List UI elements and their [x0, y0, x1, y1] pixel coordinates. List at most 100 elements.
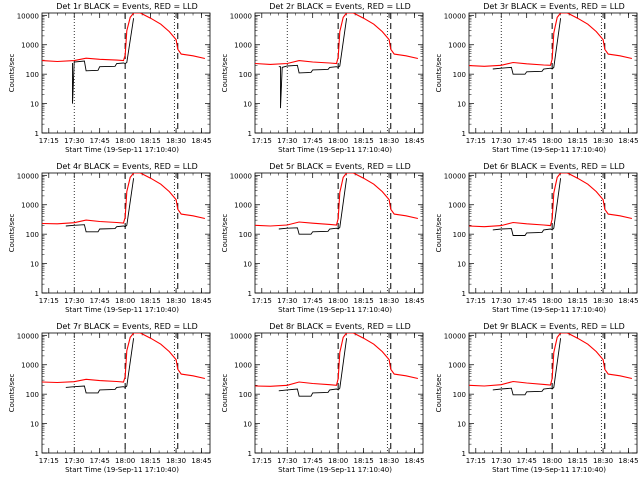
x-axis-label: Start Time (19-Sep-11 17:10:40)	[492, 306, 606, 314]
y-tick-label: 10	[243, 261, 252, 269]
panel-title: Det 6r BLACK = Events, RED = LLD	[483, 162, 625, 171]
y-tick-label: 10000	[444, 332, 466, 340]
y-axis-label: Counts/sec	[8, 54, 16, 93]
y-tick-label: 1	[35, 130, 39, 138]
x-tick-label: 18:00	[115, 137, 135, 145]
x-tick-label: 18:30	[379, 137, 399, 145]
plot-frame	[468, 332, 638, 454]
panel-title: Det 9r BLACK = Events, RED = LLD	[483, 322, 625, 331]
y-axis-label: Counts/sec	[435, 54, 443, 93]
x-tick-label: 17:30	[491, 297, 511, 305]
panel-det-4: Det 4r BLACK = Events, RED = LLD 1 10 100 10…	[8, 162, 212, 314]
x-axis-label: Start Time (19-Sep-11 17:10:40)	[278, 306, 392, 314]
plot-frame	[254, 12, 424, 134]
y-tick-label: 10	[30, 421, 39, 429]
y-axis-label: Counts/sec	[8, 214, 16, 253]
series-events-line	[278, 18, 348, 109]
x-tick-label: 17:15	[39, 457, 59, 465]
x-axis-label: Start Time (19-Sep-11 17:10:40)	[492, 146, 606, 154]
y-tick-label: 1	[248, 130, 252, 138]
panel-title: Det 8r BLACK = Events, RED = LLD	[269, 322, 411, 331]
y-axis-label: Counts/sec	[435, 374, 443, 413]
x-tick-label: 17:15	[39, 297, 59, 305]
y-tick-label: 10000	[17, 332, 39, 340]
x-tick-label: 18:00	[542, 457, 562, 465]
x-tick-label: 18:45	[404, 297, 424, 305]
y-tick-label: 10000	[444, 12, 466, 20]
x-axis-label: Start Time (19-Sep-11 17:10:40)	[65, 466, 179, 474]
series-lld-line	[42, 13, 206, 63]
x-tick-label: 18:15	[568, 297, 588, 305]
x-tick-label: 17:45	[517, 297, 537, 305]
x-tick-label: 17:45	[303, 137, 323, 145]
y-tick-label: 10000	[17, 172, 39, 180]
y-tick-label: 1000	[448, 362, 466, 370]
x-tick-label: 17:45	[90, 137, 110, 145]
y-tick-label: 100	[26, 71, 39, 79]
series-lld-line	[469, 333, 633, 387]
panel-title: Det 1r BLACK = Events, RED = LLD	[56, 2, 198, 11]
x-tick-label: 18:15	[141, 297, 161, 305]
y-tick-label: 10000	[230, 332, 252, 340]
x-tick-label: 17:45	[90, 457, 110, 465]
series-events-line	[492, 338, 562, 396]
x-tick-label: 18:30	[593, 297, 613, 305]
y-tick-label: 1000	[21, 42, 39, 50]
x-tick-label: 17:15	[466, 457, 486, 465]
series-lld-line	[469, 13, 633, 67]
y-tick-label: 10	[30, 261, 39, 269]
series-lld-line	[42, 333, 206, 384]
y-tick-label: 100	[239, 231, 252, 239]
y-tick-label: 10	[457, 261, 466, 269]
x-tick-label: 17:15	[252, 137, 272, 145]
x-tick-label: 18:00	[542, 297, 562, 305]
y-tick-label: 1000	[448, 42, 466, 50]
x-tick-label: 18:45	[191, 457, 211, 465]
series-lld-line	[42, 173, 206, 225]
y-tick-label: 1000	[21, 202, 39, 210]
plot-frame	[254, 172, 424, 294]
x-tick-label: 18:15	[141, 457, 161, 465]
plot-frame	[41, 332, 211, 454]
x-tick-label: 18:15	[141, 137, 161, 145]
y-axis-label: Counts/sec	[221, 374, 229, 413]
series-lld-line	[255, 13, 419, 65]
plot-frame	[254, 332, 424, 454]
y-tick-label: 1000	[448, 202, 466, 210]
panel-det-7: Det 7r BLACK = Events, RED = LLD 1 10 100 10…	[8, 322, 212, 474]
y-tick-label: 1	[462, 450, 466, 458]
x-tick-label: 18:15	[354, 297, 374, 305]
panel-title: Det 2r BLACK = Events, RED = LLD	[269, 2, 411, 11]
x-tick-label: 18:45	[618, 297, 638, 305]
y-tick-label: 10000	[444, 172, 466, 180]
x-axis-label: Start Time (19-Sep-11 17:10:40)	[278, 146, 392, 154]
y-tick-label: 10	[243, 421, 252, 429]
y-tick-label: 100	[453, 391, 466, 399]
plot-frame	[41, 172, 211, 294]
x-tick-label: 17:30	[277, 297, 297, 305]
panel-title: Det 5r BLACK = Events, RED = LLD	[269, 162, 411, 171]
x-tick-label: 18:15	[568, 137, 588, 145]
y-tick-label: 1	[462, 290, 466, 298]
plot-frame	[468, 172, 638, 294]
x-tick-label: 18:00	[328, 137, 348, 145]
y-tick-label: 1	[35, 290, 39, 298]
x-tick-label: 17:45	[90, 297, 110, 305]
x-tick-label: 18:15	[354, 137, 374, 145]
x-tick-label: 17:15	[466, 137, 486, 145]
y-tick-label: 100	[26, 231, 39, 239]
y-axis-label: Counts/sec	[221, 54, 229, 93]
x-tick-label: 17:15	[39, 137, 59, 145]
y-tick-label: 100	[26, 391, 39, 399]
x-tick-label: 17:15	[252, 297, 272, 305]
x-tick-label: 18:30	[166, 297, 186, 305]
panel-det-8: Det 8r BLACK = Events, RED = LLD 1 10 100 10…	[221, 322, 425, 474]
x-tick-label: 18:00	[542, 137, 562, 145]
panel-det-1: Det 1r BLACK = Events, RED = LLD 1 10 100 10…	[8, 2, 212, 154]
x-tick-label: 18:45	[618, 457, 638, 465]
series-events-line	[72, 18, 135, 104]
x-tick-label: 17:30	[491, 457, 511, 465]
y-tick-label: 10	[243, 101, 252, 109]
